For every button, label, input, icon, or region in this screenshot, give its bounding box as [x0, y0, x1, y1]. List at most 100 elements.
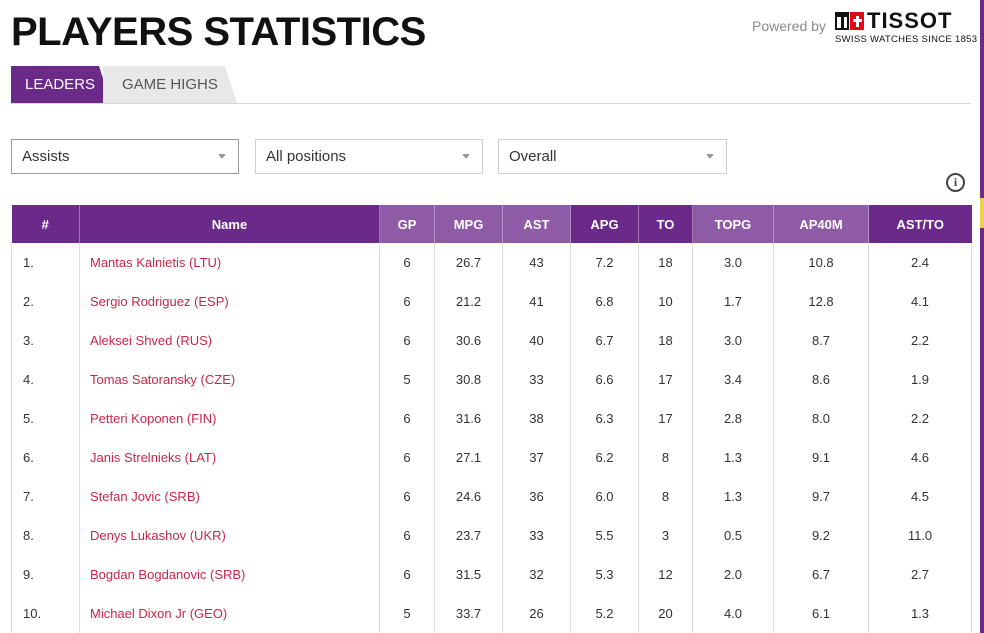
cell-topg: 3.0 [692, 243, 774, 282]
cell-to: 3 [638, 516, 693, 555]
cell-ap40m: 10.8 [773, 243, 869, 282]
cell-gp: 5 [379, 360, 435, 399]
cell-to: 17 [638, 360, 693, 399]
col-name[interactable]: Name [79, 205, 380, 243]
cell-ast: 40 [502, 321, 571, 360]
table-row: 2. Sergio Rodriguez (ESP) 6 21.2 41 6.8 10 1.7 1… [11, 282, 972, 321]
cell-apg: 6.7 [570, 321, 639, 360]
cell-ast: 43 [502, 243, 571, 282]
cell-name: Janis Strelnieks (LAT) [79, 438, 380, 477]
cell-mpg: 26.7 [434, 243, 503, 282]
cell-ast-to: 11.0 [868, 516, 972, 555]
cell-apg: 6.6 [570, 360, 639, 399]
col-ap40m[interactable]: AP40M [773, 205, 869, 243]
player-link[interactable]: Petteri Koponen (FIN) [90, 411, 217, 426]
cell-ap40m: 6.7 [773, 555, 869, 594]
cell-apg: 6.3 [570, 399, 639, 438]
player-link[interactable]: Sergio Rodriguez (ESP) [90, 294, 229, 309]
tab-leaders[interactable]: LEADERS [11, 66, 111, 103]
cell-rank: 6. [11, 438, 80, 477]
cell-name: Tomas Satoransky (CZE) [79, 360, 380, 399]
cell-apg: 6.2 [570, 438, 639, 477]
player-link[interactable]: Denys Lukashov (UKR) [90, 528, 226, 543]
cell-ast: 41 [502, 282, 571, 321]
cell-ap40m: 9.2 [773, 516, 869, 555]
stats-table: # Name GP MPG AST APG TO TOPG AP40M AST/… [11, 205, 972, 633]
table-row: 4. Tomas Satoransky (CZE) 5 30.8 33 6.6 17 3.4 8… [11, 360, 972, 399]
player-link[interactable]: Aleksei Shved (RUS) [90, 333, 213, 348]
cell-rank: 8. [11, 516, 80, 555]
info-icon[interactable]: i [946, 173, 965, 192]
cell-rank: 7. [11, 477, 80, 516]
cell-gp: 6 [379, 321, 435, 360]
cell-rank: 4. [11, 360, 80, 399]
cell-ast-to: 2.2 [868, 321, 972, 360]
table-row: 7. Stefan Jovic (SRB) 6 24.6 36 6.0 8 1.3 9.7 4.5 [11, 477, 972, 516]
position-select[interactable]: All positions [255, 139, 483, 174]
cell-ast-to: 4.6 [868, 438, 972, 477]
col-ast-to[interactable]: AST/TO [868, 205, 972, 243]
cell-topg: 1.3 [692, 477, 774, 516]
powered-by-label: Powered by [752, 18, 826, 34]
player-link[interactable]: Michael Dixon Jr (GEO) [90, 606, 228, 621]
scope-select[interactable]: Overall [498, 139, 727, 174]
table-row: 3. Aleksei Shved (RUS) 6 30.6 40 6.7 18 3.0 8.7 2… [11, 321, 972, 360]
cell-apg: 5.3 [570, 555, 639, 594]
cell-ast: 32 [502, 555, 571, 594]
cell-ast-to: 2.7 [868, 555, 972, 594]
cell-gp: 6 [379, 516, 435, 555]
player-link[interactable]: Mantas Kalnietis (LTU) [90, 255, 222, 270]
cell-mpg: 30.8 [434, 360, 503, 399]
col-ast[interactable]: AST [502, 205, 571, 243]
col-rank[interactable]: # [11, 205, 80, 243]
cell-ast-to: 4.1 [868, 282, 972, 321]
col-mpg[interactable]: MPG [434, 205, 503, 243]
cell-to: 17 [638, 399, 693, 438]
cell-ap40m: 8.7 [773, 321, 869, 360]
scope-select-value: Overall [509, 148, 557, 165]
cell-name: Aleksei Shved (RUS) [79, 321, 380, 360]
cell-name: Bogdan Bogdanovic (SRB) [79, 555, 380, 594]
cell-name: Stefan Jovic (SRB) [79, 477, 380, 516]
position-select-value: All positions [266, 148, 347, 165]
cell-topg: 1.3 [692, 438, 774, 477]
cell-apg: 7.2 [570, 243, 639, 282]
col-topg[interactable]: TOPG [692, 205, 774, 243]
player-link[interactable]: Tomas Satoransky (CZE) [90, 372, 236, 387]
cell-ast-to: 4.5 [868, 477, 972, 516]
chevron-down-icon [462, 154, 470, 159]
cell-apg: 6.0 [570, 477, 639, 516]
cell-ast-to: 2.4 [868, 243, 972, 282]
cell-ap40m: 8.0 [773, 399, 869, 438]
cell-rank: 1. [11, 243, 80, 282]
col-to[interactable]: TO [638, 205, 693, 243]
col-apg[interactable]: APG [570, 205, 639, 243]
sponsor-logo[interactable]: TISSOT SWISS WATCHES SINCE 1853 [835, 8, 977, 45]
cell-topg: 4.0 [692, 594, 774, 633]
cell-apg: 6.8 [570, 282, 639, 321]
cell-ap40m: 9.1 [773, 438, 869, 477]
col-gp[interactable]: GP [379, 205, 435, 243]
cell-to: 18 [638, 243, 693, 282]
cell-to: 8 [638, 477, 693, 516]
table-row: 9. Bogdan Bogdanovic (SRB) 6 31.5 32 5.3 12 2.0… [11, 555, 972, 594]
table-row: 1. Mantas Kalnietis (LTU) 6 26.7 43 7.2 18 3.0 1… [11, 243, 972, 282]
sponsor-name: TISSOT [867, 8, 953, 33]
cell-rank: 10. [11, 594, 80, 633]
cell-name: Petteri Koponen (FIN) [79, 399, 380, 438]
cell-topg: 0.5 [692, 516, 774, 555]
cell-to: 10 [638, 282, 693, 321]
page-title: PLAYERS STATISTICS [11, 10, 426, 54]
player-link[interactable]: Janis Strelnieks (LAT) [90, 450, 217, 465]
player-link[interactable]: Stefan Jovic (SRB) [90, 489, 200, 504]
cell-ast-to: 1.9 [868, 360, 972, 399]
tab-game-highs[interactable]: GAME HIGHS [103, 66, 237, 103]
cell-gp: 6 [379, 438, 435, 477]
cell-name: Mantas Kalnietis (LTU) [79, 243, 380, 282]
stat-select[interactable]: Assists [11, 139, 239, 174]
cell-mpg: 27.1 [434, 438, 503, 477]
player-link[interactable]: Bogdan Bogdanovic (SRB) [90, 567, 246, 582]
cell-ast: 33 [502, 360, 571, 399]
cell-to: 12 [638, 555, 693, 594]
cell-ap40m: 6.1 [773, 594, 869, 633]
